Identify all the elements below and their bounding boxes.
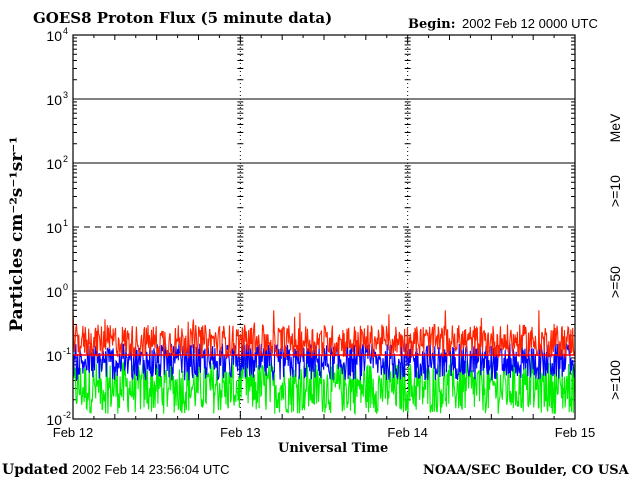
- begin-label: Begin:: [408, 17, 456, 32]
- y-tick-base: 10: [46, 284, 62, 300]
- x-axis-label: Universal Time: [278, 441, 388, 456]
- y-tick-exponent: 1: [63, 218, 68, 228]
- x-tick-label: Feb 12: [53, 425, 93, 440]
- updated-label: Updated: [2, 462, 68, 478]
- legend-series-100: >=100: [607, 360, 623, 400]
- y-tick-base: 10: [46, 348, 62, 364]
- y-tick-exponent: -2: [63, 410, 71, 420]
- source-credit: NOAA/SEC Boulder, CO USA: [423, 463, 630, 478]
- series-group: [72, 310, 576, 416]
- x-tick-label: Feb 14: [387, 425, 427, 440]
- chart-title: GOES8 Proton Flux (5 minute data): [33, 9, 332, 27]
- y-tick-label: 10: [46, 348, 62, 364]
- y-tick-exponent: 0: [63, 282, 68, 292]
- y-tick-label: 10: [46, 284, 62, 300]
- y-tick-label: 10: [46, 412, 62, 428]
- legend-series-10: >=10: [607, 175, 623, 207]
- y-tick-exponent: 4: [63, 26, 68, 36]
- y-tick-exponent: 3: [63, 90, 68, 100]
- y-tick-exponent: -1: [63, 346, 71, 356]
- series-line-1: [72, 341, 576, 381]
- y-tick-base: 10: [46, 92, 62, 108]
- y-tick-base: 10: [46, 412, 62, 428]
- begin-value: 2002 Feb 12 0000 UTC: [462, 16, 598, 31]
- x-tick-label: Feb 15: [555, 425, 595, 440]
- y-tick-label: 10: [46, 28, 62, 44]
- y-axis-label: Particles cm⁻²s⁻¹sr⁻¹: [7, 136, 27, 331]
- plot-border: [72, 34, 576, 420]
- x-tick-labels: Feb 12 Feb 13 Feb 14 Feb 15: [53, 425, 595, 440]
- legend-unit: MeV: [607, 113, 623, 142]
- y-tick-label: 10: [46, 92, 62, 108]
- updated-value: 2002 Feb 14 23:56:04 UTC: [72, 462, 230, 477]
- plot-frame: [72, 34, 576, 420]
- y-tick-base: 10: [46, 156, 62, 172]
- y-tick-base: 10: [46, 28, 62, 44]
- legend-series-50: >=50: [607, 266, 623, 298]
- y-tick-base: 10: [46, 220, 62, 236]
- y-tick-label: 10: [46, 220, 62, 236]
- series-line-0: [72, 310, 576, 359]
- x-tick-label: Feb 13: [220, 425, 260, 440]
- y-tick-exponent: 2: [63, 154, 68, 164]
- y-tick-label: 10: [46, 156, 62, 172]
